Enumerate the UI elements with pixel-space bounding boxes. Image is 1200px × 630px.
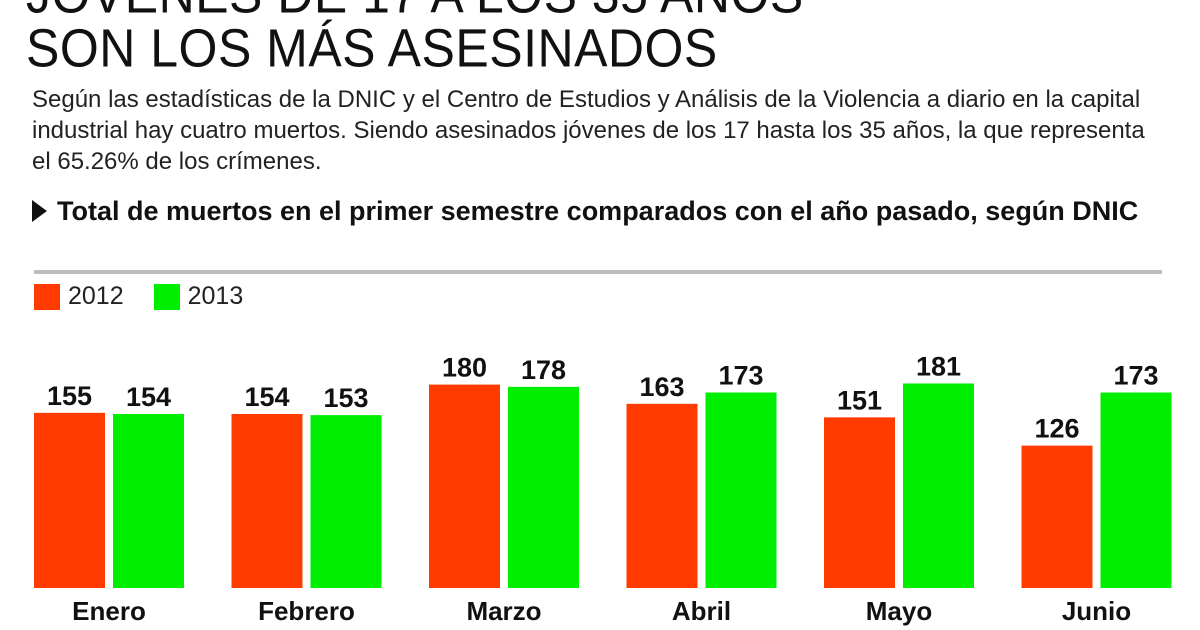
intro-paragraph: Según las estadísticas de la DNIC y el C… [32,86,1145,175]
bar-abril-2012 [626,403,698,588]
bar-febrero-2013 [310,415,382,588]
bar-enero-2012 [34,412,105,588]
divider-rule [34,270,1162,274]
data-label-junio-2012: 126 [1034,414,1079,444]
bar-marzo-2012 [429,384,500,588]
chart-legend: 2012 2013 [34,282,273,311]
chart-title: Total de muertos en el primer semestre c… [57,196,1139,226]
category-label-febrero: Febrero [258,596,355,626]
data-label-febrero-2013: 153 [323,383,368,413]
data-label-enero-2013: 154 [126,382,171,412]
data-label-marzo-2012: 180 [442,353,487,383]
legend-label-2013: 2013 [187,282,244,310]
category-label-junio: Junio [1062,596,1131,626]
bar-enero-2013 [113,413,184,588]
data-label-mayo-2012: 151 [837,385,882,415]
bar-junio-2013 [1100,392,1172,588]
category-label-mayo: Mayo [866,596,932,626]
data-label-febrero-2012: 154 [244,382,289,412]
chart-title-block: Total de muertos en el primer semestre c… [32,194,1172,228]
category-label-marzo: Marzo [466,596,541,626]
bar-mayo-2012 [824,417,895,588]
legend-label-2012: 2012 [68,282,124,310]
data-label-abril-2013: 173 [718,361,763,391]
category-label-enero: Enero [72,596,146,626]
bar-marzo-2013 [508,386,579,588]
legend-item-2013: 2013 [153,282,244,311]
bar-abril-2013 [705,392,777,588]
bar-junio-2012 [1021,445,1093,588]
bar-febrero-2012 [231,413,303,588]
data-label-marzo-2013: 178 [521,355,566,385]
data-label-abril-2012: 163 [639,372,684,402]
legend-swatch-2013 [153,283,180,310]
data-label-junio-2013: 173 [1113,361,1158,391]
category-label-abril: Abril [672,596,731,626]
play-triangle-icon [32,200,47,222]
bar-mayo-2013 [903,383,974,588]
legend-swatch-2012 [34,283,60,310]
data-label-mayo-2013: 181 [916,351,961,381]
data-label-enero-2012: 155 [47,381,92,411]
legend-item-2012: 2012 [34,282,124,311]
headline-line-2: SON LOS MÁS ASESINADOS [26,17,718,79]
headline-line-1: JÓVENES DE 17 A LOS 35 AÑOS [26,0,1186,22]
